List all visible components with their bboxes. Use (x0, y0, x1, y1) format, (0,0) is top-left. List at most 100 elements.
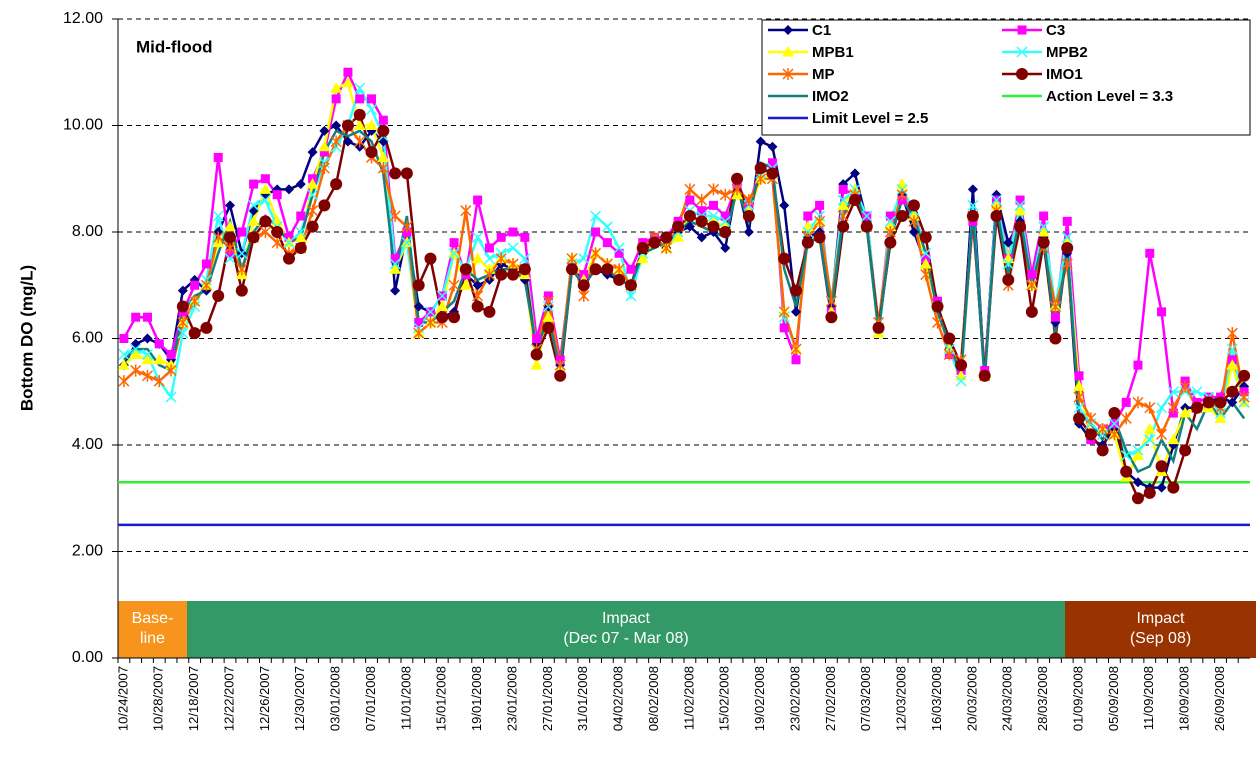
marker-circle (483, 305, 496, 318)
marker-square (237, 227, 247, 237)
marker-square (142, 312, 152, 322)
marker-circle (365, 146, 378, 159)
marker-star (1167, 401, 1179, 414)
marker-square (1121, 397, 1131, 407)
x-tick-label: 12/18/2007 (186, 666, 201, 731)
marker-star (920, 268, 932, 281)
marker-star (782, 68, 794, 80)
marker-star (1049, 300, 1061, 313)
marker-square (779, 323, 789, 333)
legend-label: IMO1 (1046, 66, 1083, 83)
marker-square (367, 94, 377, 104)
marker-square (378, 115, 388, 125)
x-tick-label: 01/09/2008 (1070, 666, 1085, 731)
marker-square (591, 227, 601, 237)
x-tick-label: 11/02/2008 (681, 666, 696, 730)
marker-circle (695, 215, 708, 228)
marker-x (1002, 258, 1014, 270)
marker-star (377, 162, 389, 175)
phase-label: Base- (132, 610, 174, 627)
marker-triangle (782, 46, 794, 57)
marker-triangle (259, 183, 272, 194)
marker-star (354, 135, 366, 148)
x-tick-label: 12/03/2008 (894, 666, 909, 731)
marker-circle (565, 263, 578, 276)
marker-star (554, 359, 566, 372)
marker-circle (377, 124, 390, 137)
marker-star (153, 375, 165, 388)
marker-square (1015, 195, 1025, 205)
marker-circle (471, 300, 484, 313)
marker-diamond (319, 125, 330, 136)
marker-diamond (696, 232, 707, 243)
marker-diamond (908, 227, 919, 237)
marker-triangle (471, 252, 484, 264)
marker-star (401, 220, 413, 233)
marker-star (413, 327, 425, 340)
marker-square (602, 238, 612, 248)
marker-x (601, 221, 613, 233)
marker-circle (247, 231, 260, 244)
marker-x (1120, 450, 1132, 462)
marker-x (401, 237, 413, 249)
marker-star (613, 263, 625, 276)
marker-square (803, 211, 813, 221)
marker-x (365, 103, 378, 116)
marker-star (424, 316, 437, 329)
marker-square (390, 254, 400, 264)
marker-square (213, 152, 223, 162)
marker-circle (978, 369, 991, 382)
marker-circle (1037, 236, 1050, 249)
marker-star (542, 295, 554, 308)
marker-x (1108, 418, 1120, 430)
marker-star (660, 241, 672, 254)
marker-square (484, 243, 494, 253)
phase-band (187, 601, 1065, 658)
marker-circle (1073, 412, 1086, 425)
y-axis-title: Bottom DO (mg/L) (17, 265, 36, 411)
marker-square (272, 190, 282, 200)
marker-x (625, 290, 637, 302)
marker-circle (1179, 444, 1192, 457)
marker-square (260, 174, 270, 184)
marker-circle (778, 252, 791, 265)
annotation: Mid-flood (136, 37, 212, 56)
x-tick-label: 20/03/2008 (964, 666, 979, 731)
x-tick-label: 03/01/2008 (328, 666, 343, 731)
x-tick-label: 23/01/2008 (504, 666, 519, 731)
marker-square (720, 211, 730, 221)
marker-circle (507, 268, 520, 281)
marker-star (460, 204, 472, 217)
marker-circle (766, 167, 779, 180)
series-line (123, 123, 1246, 438)
series-line (122, 123, 1246, 489)
marker-star (1073, 391, 1085, 404)
marker-diamond (177, 285, 188, 296)
marker-diamond (783, 25, 793, 35)
marker-diamond (849, 168, 860, 179)
marker-star (130, 364, 142, 377)
marker-circle (341, 119, 354, 132)
marker-circle (235, 284, 248, 297)
marker-square (838, 184, 848, 194)
marker-circle (837, 220, 850, 233)
legend-label: Action Level = 3.3 (1046, 88, 1173, 105)
marker-triangle (1073, 380, 1086, 391)
marker-diamond (791, 306, 802, 317)
marker-circle (601, 263, 614, 276)
marker-triangle (459, 279, 472, 290)
marker-x (955, 375, 967, 387)
marker-circle (613, 273, 626, 286)
marker-star (483, 268, 495, 281)
marker-star (1226, 327, 1238, 340)
marker-circle (1049, 332, 1062, 345)
marker-x (295, 226, 307, 238)
marker-diamond (130, 338, 141, 349)
marker-circle (624, 279, 637, 292)
legend-label: MPB1 (812, 44, 854, 61)
marker-circle (318, 199, 331, 212)
marker-circle (884, 236, 897, 249)
marker-square (414, 318, 424, 328)
marker-square (154, 339, 164, 349)
marker-circle (801, 236, 814, 249)
